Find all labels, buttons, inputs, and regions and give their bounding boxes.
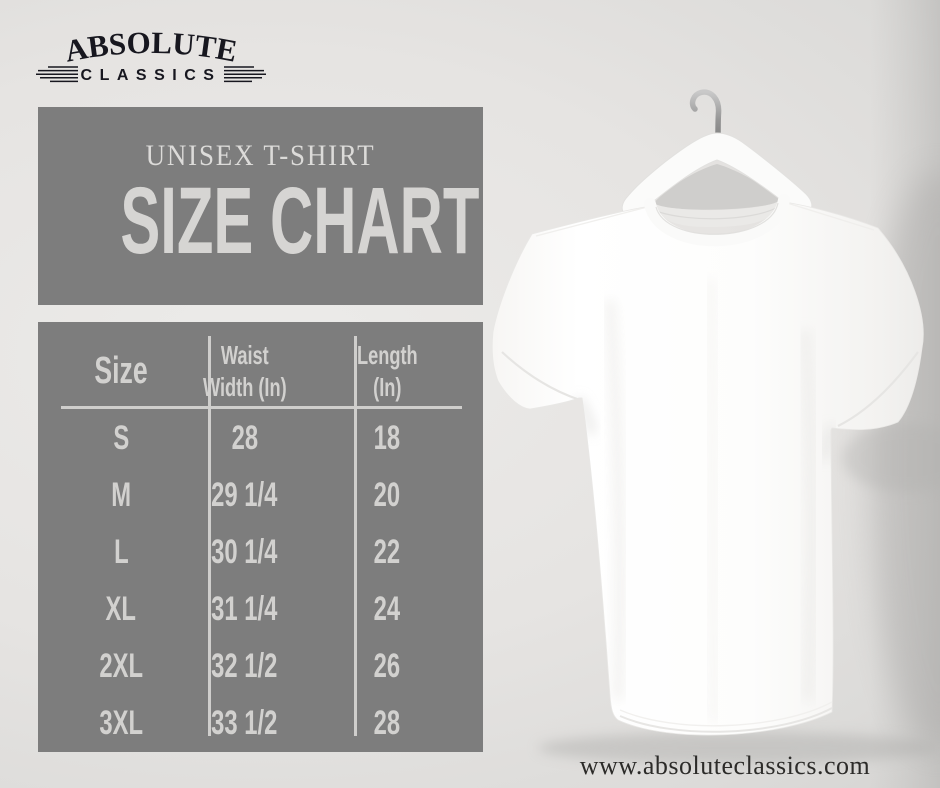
waist-value: 33 1/2 — [211, 704, 278, 742]
waist-cell: 33 1/2 — [172, 695, 317, 752]
waist-cell: 32 1/2 — [172, 638, 317, 695]
size-value: 3XL — [99, 704, 143, 742]
brand-word-absolute: ABSOLUTE — [62, 25, 240, 69]
column-header-length-line1: Length — [356, 339, 418, 370]
length-cell: 24 — [317, 581, 483, 638]
column-header-size: Size — [38, 332, 172, 410]
collar-inner-back — [655, 201, 779, 228]
tshirt-photo — [491, 0, 940, 788]
length-value: 22 — [373, 533, 401, 571]
length-value: 28 — [373, 704, 401, 742]
column-header-length: Length (In) — [317, 332, 483, 410]
length-cell: 28 — [317, 695, 483, 752]
column-header-waist-line2: Width (In) — [202, 372, 287, 402]
neck-gap — [653, 164, 781, 210]
size-value: M — [111, 476, 131, 514]
size-table-grid: Size Waist Width (In) Length (In) S 28 1… — [38, 322, 483, 752]
size-cell: M — [38, 467, 172, 524]
collar-band — [644, 194, 790, 247]
size-value: 2XL — [99, 647, 143, 685]
tshirt — [491, 194, 924, 736]
header-divider — [61, 406, 462, 409]
column-header-length-line2: (In) — [372, 372, 402, 402]
length-cell: 20 — [317, 467, 483, 524]
logo-speedlines-right-icon — [224, 66, 266, 83]
hanger-hook — [689, 89, 722, 145]
waist-value: 31 1/4 — [211, 590, 278, 628]
waist-value: 29 1/4 — [211, 476, 278, 514]
length-value: 20 — [373, 476, 401, 514]
sleeve-shadow — [842, 424, 940, 492]
size-cell: S — [38, 410, 172, 467]
poster-title: SIZE CHART — [120, 168, 480, 274]
brand-word-classics: CLASSICS — [81, 67, 222, 84]
column-divider — [354, 336, 357, 736]
brand-word-absolute-text: ABSOLUTE — [62, 25, 240, 69]
size-cell: L — [38, 524, 172, 581]
waist-cell: 29 1/4 — [172, 467, 317, 524]
column-header-waist: Waist Width (In) — [172, 332, 317, 410]
size-value: XL — [105, 590, 137, 628]
size-cell: 2XL — [38, 638, 172, 695]
hem-shadow — [538, 732, 938, 764]
length-cell: 18 — [317, 410, 483, 467]
length-cell: 22 — [317, 524, 483, 581]
waist-cell: 30 1/4 — [172, 524, 317, 581]
waist-value: 32 1/2 — [211, 647, 278, 685]
logo-speedlines-left-icon — [36, 66, 78, 83]
column-divider — [208, 336, 211, 736]
length-value: 24 — [373, 590, 401, 628]
size-cell: 3XL — [38, 695, 172, 752]
length-value: 26 — [373, 647, 401, 685]
length-value: 18 — [373, 419, 401, 457]
brand-logo: ABSOLUTE CLASSICS — [36, 25, 266, 84]
waist-cell: 28 — [172, 410, 317, 467]
poster-subtitle: UNISEX T-SHIRT — [145, 139, 376, 172]
size-cell: XL — [38, 581, 172, 638]
waist-value: 28 — [231, 419, 258, 457]
column-header-size-label: Size — [94, 349, 148, 392]
title-panel: UNISEX T-SHIRT SIZE CHART — [38, 107, 483, 305]
size-table: Size Waist Width (In) Length (In) S 28 1… — [38, 322, 483, 752]
website-url: www.absoluteclassics.com — [579, 751, 871, 780]
size-value: S — [113, 419, 129, 457]
length-cell: 26 — [317, 638, 483, 695]
waist-cell: 31 1/4 — [172, 581, 317, 638]
column-header-waist-line1: Waist — [220, 339, 269, 370]
size-value: L — [113, 533, 129, 571]
waist-value: 30 1/4 — [211, 533, 278, 571]
